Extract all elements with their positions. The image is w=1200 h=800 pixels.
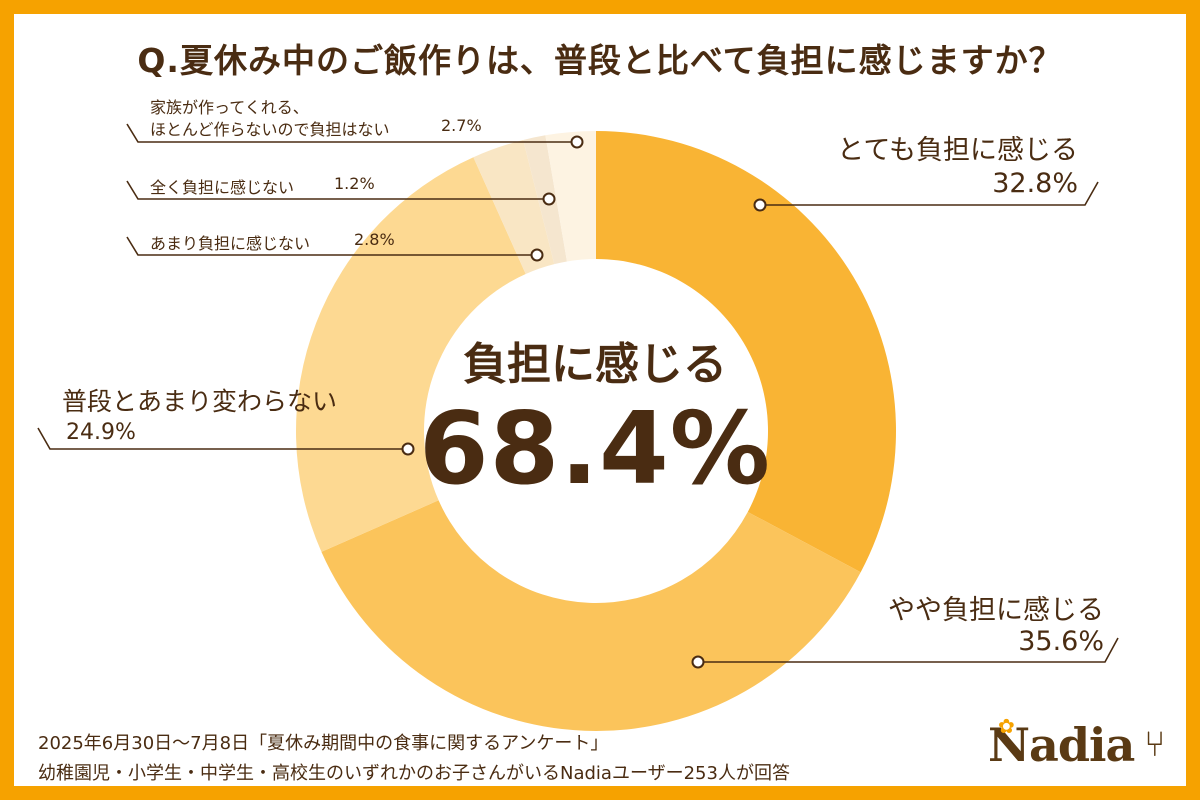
label-amari-name: あまり負担に感じない [150,234,311,253]
leader-yaya-dot [691,655,705,669]
leader-totemo [760,181,1099,206]
footnote-date: 2025年6月30日～7月8日「夏休み期間中の食事に関するアンケート」 [38,733,609,754]
label-totemo-name: とても負担に感じる [837,135,1078,166]
leader-fudan [37,427,408,450]
footnote-respondents: 幼稚園児・小学生・中学生・高校生のいずれかのお子さんがいるNadiaユーザー25… [38,763,790,784]
slice-kazoku [545,131,596,262]
leader-mattaku-dot [542,192,556,206]
leader-mattaku [126,180,549,200]
slice-yaya [321,500,861,732]
leader-fudan-dot [401,442,415,456]
label-fudan-name: 普段とあまり変わらない [62,387,338,416]
label-yaya-value: 35.6% [1018,626,1104,657]
label-kazoku-line1: 家族が作ってくれる、 [150,98,309,117]
label-kazoku-line2: ほとんど作らないので負担はない [150,120,390,139]
label-fudan-value: 24.9% [66,420,136,445]
flower-icon: ✿ [998,714,1015,738]
leader-totemo-dot [753,198,767,212]
fork-knife-icon: ⑂ [1144,724,1166,765]
leader-kazoku [126,123,577,143]
leader-kazoku-dot [570,135,584,149]
slice-amari [473,139,555,275]
center-label: 負担に感じる [463,339,727,390]
label-yaya-name: やや負担に感じる [888,595,1104,626]
label-totemo-value: 32.8% [992,168,1078,199]
slice-fudan [296,157,526,552]
label-mattaku-name: 全く負担に感じない [150,178,295,197]
leader-yaya [698,637,1119,663]
leader-amari-dot [530,248,544,262]
label-kazoku-value: 2.7% [441,116,482,135]
center-value: 68.4% [419,390,771,507]
label-mattaku-value: 1.2% [334,174,375,193]
label-amari-value: 2.8% [354,230,395,249]
slice-totemo [596,131,897,573]
chart-title: Q.夏休み中のご飯作りは、普段と比べて負担に感じますか？ [137,41,1063,80]
leader-amari [126,236,537,256]
nadia-logo: Nadia [988,718,1135,772]
